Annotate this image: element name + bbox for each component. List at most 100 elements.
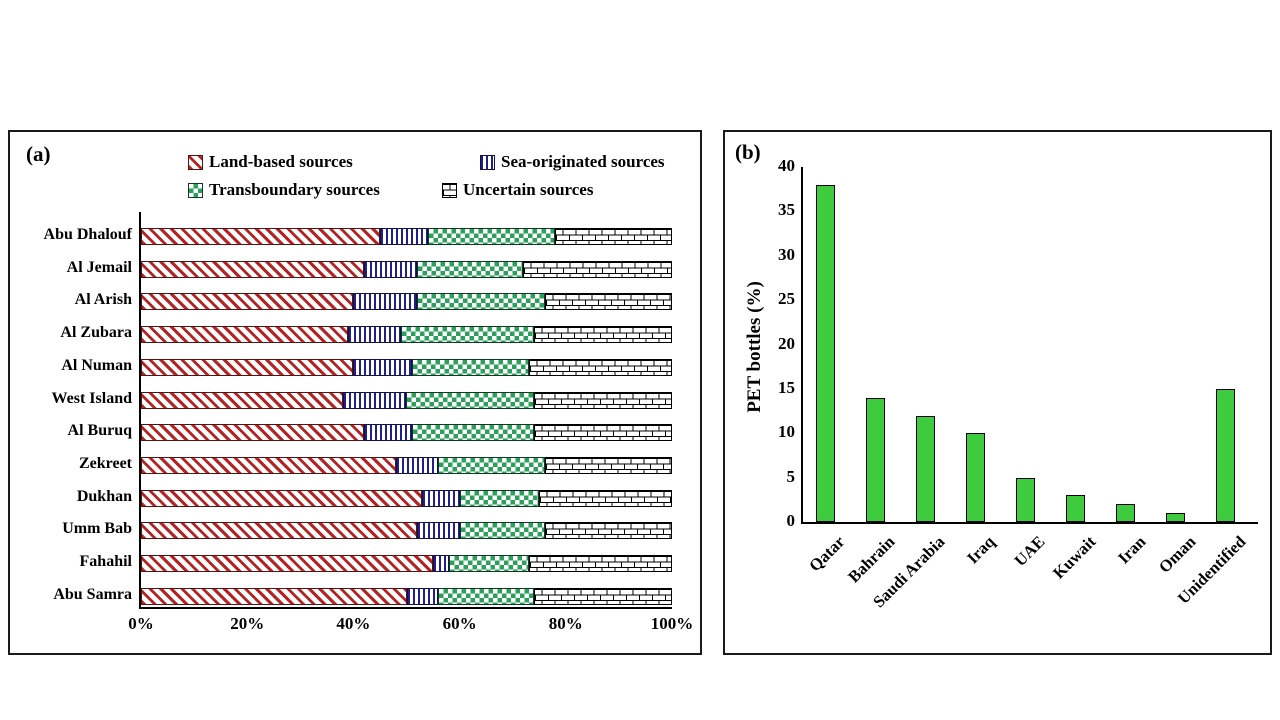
bar-segment-uncertain <box>533 587 672 605</box>
pet-bar <box>1216 388 1236 522</box>
bar-segment-trans <box>448 555 529 572</box>
bar-segment-land <box>141 358 354 376</box>
bar-segment-sea <box>342 391 407 409</box>
bar-segment-uncertain <box>533 424 672 442</box>
bar-segment-sea <box>379 228 428 245</box>
stacked-bar-row <box>141 391 672 409</box>
category-label: Al Arish <box>74 291 132 309</box>
bar-segment-land <box>141 228 380 245</box>
pet-bar <box>965 433 985 522</box>
bar-segment-land <box>141 489 423 507</box>
pet-bar <box>1116 504 1136 522</box>
bar-segment-land <box>141 456 396 474</box>
category-label: Abu Dhalouf <box>43 226 132 243</box>
x-axis-tick-label: 20% <box>230 614 265 633</box>
bar-segment-sea <box>364 424 412 442</box>
category-label: Umm Bab <box>62 520 132 538</box>
stacked-bar-row <box>141 424 672 442</box>
bar-segment-land <box>141 326 349 344</box>
bar-segment-trans <box>417 293 545 311</box>
bar-segment-uncertain <box>533 326 672 344</box>
bar-segment-trans <box>406 391 534 409</box>
category-label: West Island <box>51 389 132 407</box>
bar-segment-uncertain <box>523 260 672 278</box>
pet-bar <box>815 184 835 522</box>
bar-segment-land <box>141 555 434 572</box>
sea-sources-swatch-icon <box>480 154 495 170</box>
x-axis-tick-label: 100% <box>650 614 694 633</box>
stacked-bar-row <box>141 522 672 540</box>
y-axis-tick-label: 20 <box>778 333 795 353</box>
y-axis-tick-label: 35 <box>778 200 795 220</box>
stacked-bar-row <box>141 358 672 376</box>
plot-area-a: Abu Dhalouf Al Jemail Al Arish Al Zubara Al … <box>44 212 693 633</box>
stacked-bar-row <box>141 555 672 572</box>
panel-b-pet-bottles-chart: (b) PET bottles (%) 0 5 10 15 20 25 30 35 40 Qata… <box>723 130 1272 655</box>
y-axis-tick-label: 10 <box>778 422 795 442</box>
x-axis-tick-label: 60% <box>442 614 477 633</box>
transboundary-sources-swatch-icon <box>188 182 203 198</box>
category-label: Dukhan <box>76 487 132 505</box>
bar-segment-trans <box>417 260 524 278</box>
bar-segment-land <box>141 293 354 311</box>
bar-segment-uncertain <box>544 456 672 474</box>
category-label: Al Zubara <box>60 324 132 342</box>
bar-segment-trans <box>438 456 545 474</box>
bar-segment-sea <box>395 456 439 474</box>
pet-bar <box>1015 477 1035 522</box>
stacked-bar-row <box>141 326 672 344</box>
pet-bar <box>915 415 935 522</box>
legend-item-sea: Sea-originated sources <box>480 152 665 172</box>
bar-segment-land <box>141 587 407 605</box>
bar-segment-sea <box>406 587 439 605</box>
legend-label-uncertain: Uncertain sources <box>463 180 594 199</box>
uncertain-sources-swatch-icon <box>442 182 457 198</box>
bar-segment-land <box>141 260 365 278</box>
y-axis-tick-label: 30 <box>778 244 795 264</box>
panel-a-stacked-source-chart: (a) Land-based sources Sea-originated so… <box>8 130 702 655</box>
stacked-bar-row <box>141 293 672 311</box>
bar-segment-trans <box>459 522 545 540</box>
bar-segment-sea <box>353 293 418 311</box>
bar-segment-trans <box>459 489 540 507</box>
x-axis-tick-label: 40% <box>336 614 371 633</box>
x-axis-tick-label: 80% <box>548 614 583 633</box>
legend-label-land: Land-based sources <box>209 152 353 171</box>
bar-segment-land <box>141 424 365 442</box>
bar-segment-trans <box>427 228 556 245</box>
y-axis-tick-label: 15 <box>778 377 795 397</box>
bar-segment-uncertain <box>533 391 672 409</box>
bar-segment-sea <box>348 326 402 344</box>
panel-a-tag: (a) <box>26 142 51 166</box>
land-sources-swatch-icon <box>188 154 203 170</box>
stacked-bar-row <box>141 228 672 245</box>
y-axis-tick-label: 40 <box>778 156 795 175</box>
category-label: Al Buruq <box>67 422 132 440</box>
bar-segment-uncertain <box>544 522 672 540</box>
y-axis-tick-label: 25 <box>778 289 795 309</box>
category-label: Zekreet <box>78 454 132 472</box>
bar-segment-uncertain <box>544 293 672 311</box>
legend-item-trans: Transboundary sources <box>188 180 380 200</box>
pet-bar <box>1166 513 1186 522</box>
y-axis-tick-label: 0 <box>786 511 796 530</box>
bar-segment-uncertain <box>555 228 672 245</box>
bar-segment-trans <box>411 424 534 442</box>
bar-segment-uncertain <box>528 358 672 376</box>
stacked-bar-row <box>141 260 672 278</box>
category-label: Al Numan <box>61 356 132 374</box>
bar-segment-land <box>141 522 418 540</box>
bar-segment-trans <box>411 358 529 376</box>
x-axis-tick-label: 0% <box>128 614 154 633</box>
y-axis-tick-label: 5 <box>786 466 796 486</box>
bar-segment-uncertain <box>539 489 672 507</box>
bar-segment-trans <box>438 587 534 605</box>
stacked-bar-row <box>141 489 672 507</box>
bar-segment-land <box>141 391 343 409</box>
category-label: Abu Samra <box>53 585 132 603</box>
category-label: Al Jemail <box>66 258 132 276</box>
bar-segment-sea <box>422 489 460 507</box>
stacked-bar-row <box>141 587 672 605</box>
bar-segment-uncertain <box>528 555 672 572</box>
stacked-bar-row <box>141 456 672 474</box>
